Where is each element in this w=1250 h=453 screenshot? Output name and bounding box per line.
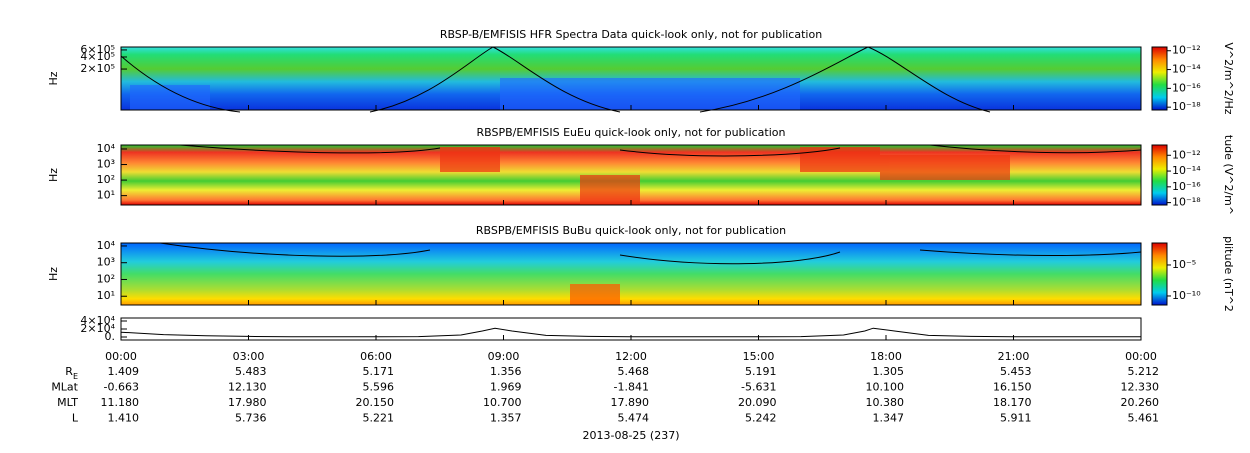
ephemeris-value: 5.453 <box>1000 365 1032 378</box>
x-tick-label: 21:00 <box>998 350 1030 363</box>
ephemeris-value: 5.736 <box>235 412 267 425</box>
ephemeris-value: -1.841 <box>614 381 649 394</box>
colorbar-tick-label: 10⁻¹² <box>1172 148 1201 161</box>
ephemeris-value: -0.663 <box>104 381 139 394</box>
panel-title: RBSPB/EMFISIS EuEu quick-look only, not … <box>476 126 785 139</box>
ephemeris-label: MLat <box>51 381 78 394</box>
date-label: 2013-08-25 (237) <box>582 429 679 442</box>
ephemeris-value: 17.980 <box>228 396 267 409</box>
spectrogram-features <box>440 147 1010 305</box>
x-tick-label: 12:00 <box>615 350 647 363</box>
x-tick-label: 18:00 <box>870 350 902 363</box>
x-tick-label: 03:00 <box>233 350 265 363</box>
y-axis-label: Hz <box>47 267 60 281</box>
y-axis-label: Hz <box>47 168 60 182</box>
y-tick-label: 2×10⁵ <box>80 62 115 75</box>
ephemeris-value: 5.221 <box>363 412 395 425</box>
colorbar-tick-label: 10⁻¹⁰ <box>1172 289 1201 302</box>
x-tick-label: 00:00 <box>105 350 137 363</box>
panel-title: RBSP-B/EMFISIS HFR Spectra Data quick-lo… <box>440 28 822 41</box>
ephemeris-value: 1.357 <box>490 412 522 425</box>
y-tick-label: 4×10⁵ <box>80 50 115 63</box>
spectrogram-features <box>130 78 800 110</box>
ephemeris-label: MLT <box>57 396 78 409</box>
y-tick-label: 10⁴ <box>97 142 116 155</box>
y-tick-label: 10² <box>97 173 115 186</box>
y-tick-label: 10¹ <box>97 189 115 202</box>
ephemeris-value: 5.596 <box>363 381 395 394</box>
y-tick-label: 10⁴ <box>97 239 116 252</box>
ephemeris-value: 20.260 <box>1121 396 1160 409</box>
ephemeris-value: -5.631 <box>741 381 776 394</box>
ephemeris-value: 1.305 <box>873 365 905 378</box>
colorbar-tick-label: 10⁻¹² <box>1172 44 1201 57</box>
colorbar-tick-label: 10⁻¹⁶ <box>1172 81 1201 94</box>
y-tick-label: 0. <box>105 330 116 343</box>
y-axis-label: Hz <box>47 71 60 85</box>
ephemeris-value: 16.150 <box>993 381 1032 394</box>
ephemeris-value: 5.474 <box>618 412 650 425</box>
colorbar-tick-label: 10⁻¹⁸ <box>1172 196 1201 209</box>
ephemeris-value: 1.409 <box>108 365 140 378</box>
colorbar-tick-label: 10⁻¹⁴ <box>1172 63 1201 76</box>
ephemeris-value: 5.191 <box>745 365 777 378</box>
x-tick-label: 00:00 <box>1125 350 1157 363</box>
ephemeris-value: 10.380 <box>866 396 905 409</box>
ephemeris-value: 5.242 <box>745 412 777 425</box>
colorbar-label: V^2/m^2/Hz <box>1222 42 1235 114</box>
colorbar-tick-label: 10⁻¹⁴ <box>1172 164 1201 177</box>
spectrogram-image <box>121 243 1141 305</box>
ephemeris-value: 1.356 <box>490 365 522 378</box>
ephemeris-value: 10.700 <box>483 396 522 409</box>
ephemeris-value: 5.483 <box>235 365 267 378</box>
y-tick-label: 10² <box>97 272 115 285</box>
y-tick-label: 10³ <box>97 256 115 269</box>
ephemeris-value: 5.212 <box>1128 365 1160 378</box>
ephemeris-value: 20.150 <box>356 396 395 409</box>
ephemeris-value: 1.969 <box>490 381 522 394</box>
ephemeris-value: 12.130 <box>228 381 267 394</box>
x-tick-label: 15:00 <box>743 350 775 363</box>
ephemeris-value: 5.171 <box>363 365 395 378</box>
x-tick-label: 09:00 <box>488 350 520 363</box>
x-tick-label: 06:00 <box>360 350 392 363</box>
panel-title: RBSPB/EMFISIS BuBu quick-look only, not … <box>476 224 786 237</box>
ephemeris-value: 5.461 <box>1128 412 1160 425</box>
ephemeris-value: 12.330 <box>1121 381 1160 394</box>
ephemeris-value: 5.911 <box>1000 412 1032 425</box>
colorbar-label: plitude (nT^2 <box>1222 236 1235 312</box>
y-tick-label: 6×10⁵ <box>80 43 115 56</box>
y-tick-label: 10³ <box>97 158 115 171</box>
colorbar-tick-label: 10⁻⁵ <box>1172 258 1196 271</box>
ephemeris-value: 18.170 <box>993 396 1032 409</box>
ephemeris-label: L <box>72 412 79 425</box>
colorbar-tick-label: 10⁻¹⁸ <box>1172 100 1201 113</box>
y-tick-label: 2×10⁴ <box>80 322 115 335</box>
data-line <box>120 327 1141 338</box>
colorbar-label: tude (V^2/m^ <box>1222 135 1235 215</box>
ephemeris-value: 20.090 <box>738 396 777 409</box>
ephemeris-label: RE <box>65 365 78 381</box>
y-tick-label: 4×10⁴ <box>80 314 115 327</box>
ephemeris-value: 1.347 <box>873 412 905 425</box>
y-tick-label: 10¹ <box>97 289 115 302</box>
ephemeris-value: 1.410 <box>108 412 140 425</box>
ephemeris-value: 10.100 <box>866 381 905 394</box>
colorbar-tick-label: 10⁻¹⁶ <box>1172 180 1201 193</box>
ephemeris-value: 17.890 <box>611 396 650 409</box>
ephemeris-value: 11.180 <box>101 396 140 409</box>
ephemeris-value: 5.468 <box>618 365 650 378</box>
